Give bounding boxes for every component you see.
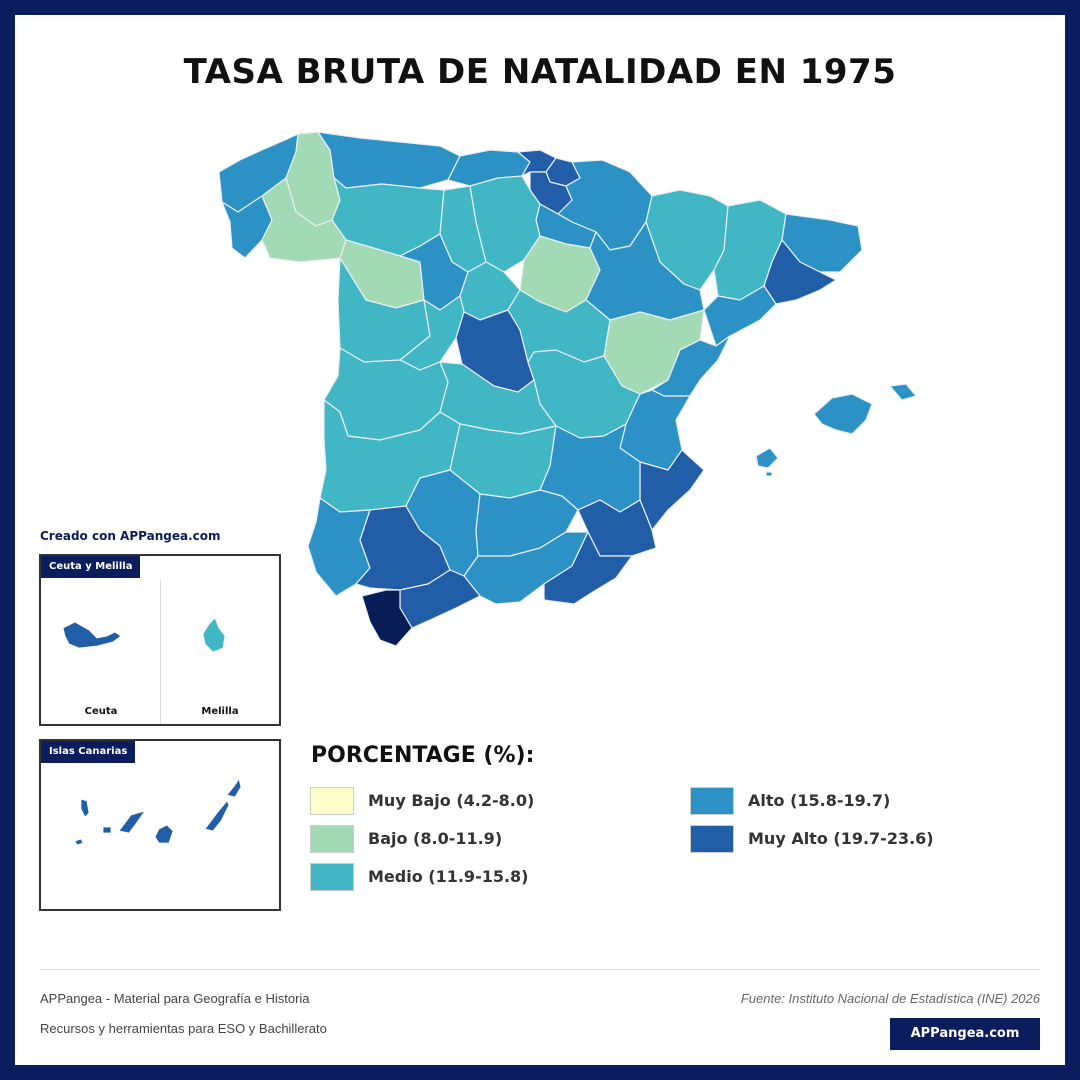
province-tarragona[interactable] (703, 285, 777, 347)
created-with-label: Creado con APPangea.com (40, 529, 221, 543)
province-formentera[interactable] (765, 471, 773, 477)
page-title: TASA BRUTA DE NATALIDAD EN 1975 (183, 52, 897, 92)
island-lanzarote[interactable] (226, 778, 242, 798)
province-cadiz[interactable] (361, 589, 413, 647)
inset-tag-ceuta-melilla: Ceuta y Melilla (41, 556, 141, 578)
legend-label: Alto (15.8-19.7) (748, 791, 891, 810)
legend-title: PORCENTAGE (%): (311, 743, 535, 768)
province-burgos[interactable] (469, 175, 541, 273)
island-el-hierro[interactable] (74, 838, 84, 846)
legend-label: Muy Bajo (4.2-8.0) (368, 791, 535, 810)
legend-label: Muy Alto (19.7-23.6) (748, 829, 934, 848)
legend-swatch (690, 787, 734, 815)
legend-swatch (310, 863, 354, 891)
ceuta-shape[interactable] (62, 621, 122, 649)
appangea-brand-button[interactable]: APPangea.com (890, 1018, 1040, 1050)
island-la-palma[interactable] (80, 798, 90, 818)
island-gran-canaria[interactable] (154, 824, 174, 844)
province-almeria[interactable] (543, 531, 633, 605)
inset-ceuta-melilla: Ceuta y Melilla Ceuta Melilla (39, 554, 281, 726)
province-mallorca[interactable] (813, 393, 873, 435)
melilla-label: Melilla (201, 706, 239, 717)
island-fuerteventura[interactable] (204, 800, 230, 832)
province-avila[interactable] (399, 295, 465, 371)
province-menorca[interactable] (889, 383, 917, 401)
inset-tag-canarias: Islas Canarias (41, 741, 136, 763)
legend-swatch (310, 787, 354, 815)
melilla-shape[interactable] (202, 617, 226, 653)
legend-swatch (310, 825, 354, 853)
footer-divider (40, 969, 1040, 970)
inset-islas-canarias: Islas Canarias (39, 739, 281, 911)
footer-line-2: Recursos y herramientas para ESO y Bachi… (40, 1021, 327, 1036)
province-ibiza[interactable] (755, 447, 779, 469)
ceuta-melilla-shapes (62, 617, 226, 653)
legend-swatch (690, 825, 734, 853)
island-tenerife[interactable] (118, 810, 146, 834)
legend-label: Bajo (8.0-11.9) (368, 829, 503, 848)
ceuta-label: Ceuta (84, 706, 118, 717)
legend-label: Medio (11.9-15.8) (368, 867, 529, 886)
footer-source: Fuente: Instituto Nacional de Estadístic… (740, 991, 1040, 1006)
province-barcelona[interactable] (763, 239, 837, 305)
inset-divider (160, 580, 161, 724)
footer-line-1: APPangea - Material para Geografía e His… (40, 991, 310, 1006)
island-la-gomera[interactable] (102, 826, 112, 834)
province-asturias[interactable] (317, 131, 461, 189)
canarias-shapes (74, 778, 242, 846)
